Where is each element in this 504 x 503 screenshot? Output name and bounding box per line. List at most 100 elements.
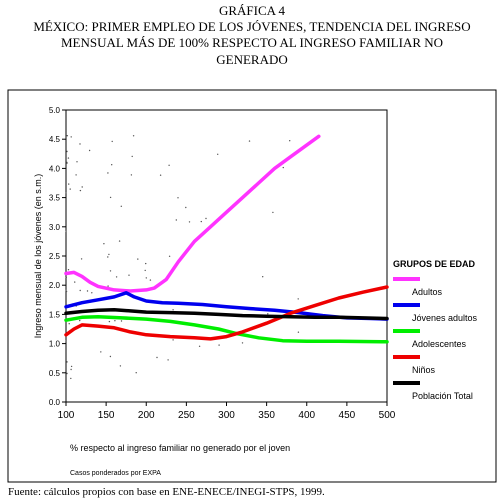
scatter-dot (205, 217, 207, 220)
scatter-dot (76, 161, 78, 163)
scatter-dot (128, 274, 130, 276)
x-tick-label: 500 (379, 410, 396, 421)
scatter-dot (144, 269, 146, 272)
legend-label: Adultos (412, 287, 443, 297)
scatter-dot (79, 143, 81, 145)
x-tick-label: 300 (218, 410, 235, 421)
scatter-dot (248, 140, 251, 142)
scatter-dot (132, 135, 135, 137)
y-axis-ticks: 0.0 0.5 1.0 1.5 2.0 2.5 3.0 3.5 4.0 4.5 5.0 (49, 106, 66, 407)
legend-label: Niños (412, 365, 436, 375)
scatter-dot (107, 256, 109, 258)
scatter-dot (297, 331, 300, 333)
scatter-dot (120, 320, 123, 322)
scatter-dot (149, 279, 152, 281)
figure-number: GRÁFICA 4 (218, 3, 286, 18)
x-tick-label: 100 (58, 410, 75, 421)
scatter-dot (145, 262, 147, 265)
y-tick-label: 1.5 (49, 310, 61, 319)
scatter-dot (65, 230, 67, 233)
y-tick-label: 3.5 (49, 194, 61, 203)
scatter-dot (66, 135, 69, 137)
x-tick-label: 350 (258, 410, 275, 421)
scatter-dot (131, 155, 133, 158)
scatter-dot (65, 290, 68, 293)
scatter-dot (118, 240, 121, 242)
scatter-dot (70, 136, 72, 138)
scatter-dot (130, 174, 133, 176)
scatter-dot (156, 356, 158, 359)
scatter-dot (175, 219, 177, 221)
y-tick-label: 3.0 (49, 223, 61, 232)
x-axis-ticks: 100 150 200 250 300 350 400 450 500 (58, 402, 396, 421)
scatter-dot (109, 196, 112, 199)
scatter-dot (145, 277, 147, 279)
scatter-dot (172, 309, 174, 311)
legend-label: Población Total (412, 391, 473, 401)
chart-title-line-1: MÉXICO: PRIMER EMPLEO DE LOS JÓVENES, TE… (33, 19, 471, 34)
scatter-dot (88, 149, 91, 152)
scatter-dot (200, 220, 202, 223)
scatter-dot (65, 276, 68, 279)
y-tick-label: 4.5 (49, 135, 61, 144)
x-tick-label: 400 (298, 410, 315, 421)
scatter-dot (107, 172, 109, 174)
scatter-dot (68, 183, 70, 185)
scatter-dot (103, 243, 105, 245)
scatter-dot (119, 365, 122, 367)
scatter-dot (100, 351, 102, 353)
scatter-dot (272, 211, 274, 214)
scatter-dot (70, 368, 72, 371)
scatter-dot (79, 189, 82, 192)
scatter-dot (135, 372, 137, 374)
chart-title-line-2: MENSUAL MÁS DE 100% RESPECTO AL INGRESO … (60, 35, 444, 50)
scatter-dot (188, 221, 191, 223)
scatter-dot (218, 344, 220, 346)
scatter-dot (267, 313, 269, 315)
scatter-dot (70, 377, 72, 380)
source-note: Fuente: cálculos propios con base en ENE… (8, 486, 325, 498)
legend-title: GRUPOS DE EDAD (393, 259, 476, 269)
scatter-dot (172, 339, 174, 341)
scatter-dot (81, 186, 83, 188)
y-tick-label: 4.0 (49, 164, 61, 173)
scatter-dot (262, 276, 264, 278)
scatter-dot (137, 258, 139, 260)
series-line-ni-os (64, 285, 389, 341)
scatter-dot (168, 164, 170, 166)
scatter-dot (177, 197, 179, 199)
scatter-dot (67, 157, 70, 159)
chart-title-line-3: GENERADO (216, 52, 288, 67)
scatter-dot (241, 342, 244, 344)
scatter-dot (70, 365, 73, 368)
legend-label: Adolescentes (412, 339, 467, 349)
x-tick-label: 150 (98, 410, 115, 421)
scatter-dot (114, 320, 116, 322)
scatter-dot (108, 320, 111, 323)
scatter-dot (66, 150, 68, 153)
scatter-dot (79, 319, 81, 322)
scatter-dot (115, 276, 118, 278)
scatter-dot (107, 285, 109, 287)
scatter-dot (167, 359, 169, 361)
scatter-dot (297, 298, 299, 300)
scatter-dot (86, 290, 89, 292)
scatter-dot (120, 205, 123, 207)
scatter-dot (289, 140, 291, 142)
scatter-dot (80, 258, 83, 260)
series-line-poblaci-n-total (64, 307, 389, 321)
scatter-dot (65, 340, 67, 342)
scatter-dot (68, 323, 70, 325)
y-tick-label: 0.5 (49, 369, 61, 378)
y-tick-label: 0.0 (49, 398, 61, 407)
scatter-dot (66, 161, 68, 164)
x-tick-label: 200 (138, 410, 155, 421)
scatter-dot (74, 281, 76, 283)
scatter-dot (79, 289, 81, 292)
scatter-dot (111, 140, 113, 143)
scatter-dot (111, 164, 113, 166)
scatter-dot (65, 192, 67, 194)
series-lines (64, 134, 389, 344)
scatter-dot (69, 188, 71, 190)
